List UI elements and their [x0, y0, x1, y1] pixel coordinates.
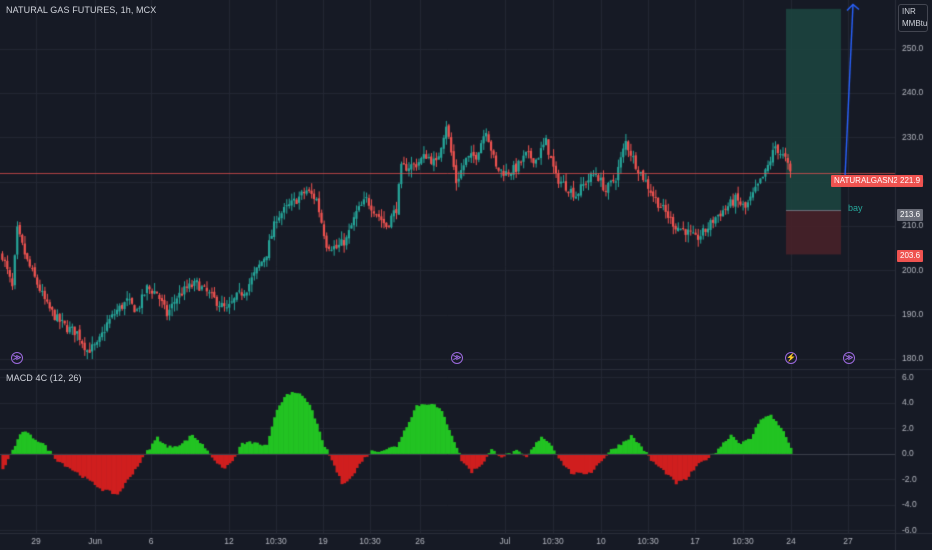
- symbol-title: NATURAL GAS FUTURES, 1h, MCX: [6, 5, 157, 15]
- target-price-tag: 213.6: [897, 209, 924, 221]
- currency-unit-selector[interactable]: INR MMBtu: [898, 4, 928, 32]
- event-icon-3[interactable]: ⚡: [785, 352, 797, 364]
- currency-label: INR: [902, 7, 916, 16]
- stop-price-tag: 203.6: [897, 250, 924, 262]
- event-icon-4[interactable]: ≫: [843, 352, 855, 364]
- symbol-price-tag: NATURALGASN2023: [831, 175, 915, 187]
- event-icon-1[interactable]: ≫: [11, 352, 23, 364]
- event-icon-2[interactable]: ≫: [451, 352, 463, 364]
- unit-label: MMBtu: [902, 19, 928, 28]
- drawing-label-bay[interactable]: bay: [848, 203, 863, 213]
- last-price-tag: 221.9: [897, 175, 924, 187]
- indicator-title: MACD 4C (12, 26): [6, 373, 82, 383]
